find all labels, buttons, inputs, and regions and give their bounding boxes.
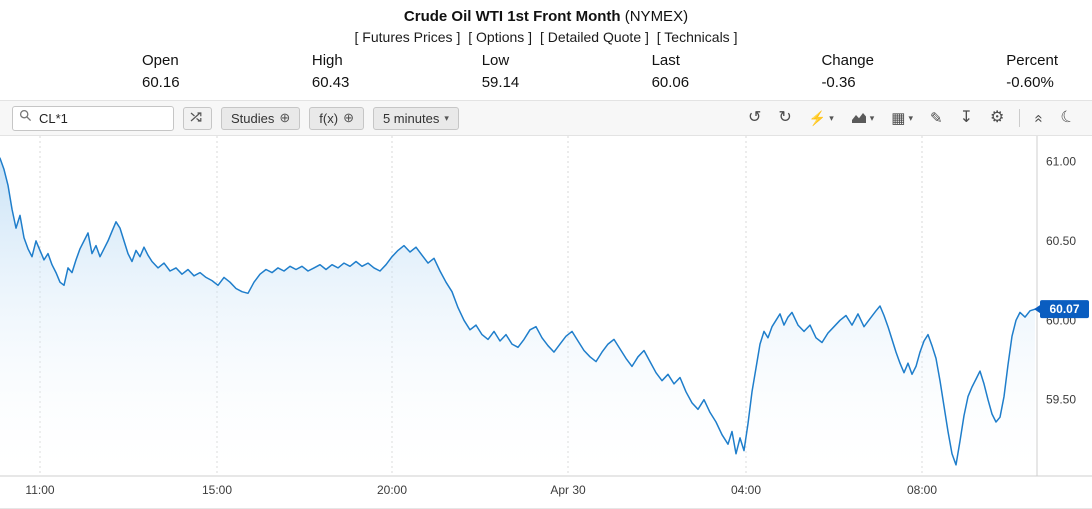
interval-label: 5 minutes — [382, 110, 440, 126]
quote-last: Last 60.06 — [652, 52, 690, 91]
plus-circle-icon: ⊕ — [279, 110, 291, 125]
fx-label: f(x) — [319, 110, 339, 126]
chevron-down-icon: ▾ — [869, 112, 875, 123]
quote-summary: Open 60.16 High 60.43 Low 59.14 Last 60.… — [0, 47, 1092, 100]
quote-high: High 60.43 — [312, 52, 350, 91]
svg-text:60.50: 60.50 — [1046, 234, 1076, 248]
chevron-down-icon: ▾ — [829, 112, 834, 123]
chevron-down-icon: ▾ — [444, 112, 449, 123]
collapse-icon: « — [1030, 113, 1048, 123]
link-options[interactable]: [ Options ] — [468, 29, 533, 45]
quote-header: Crude Oil WTI 1st Front Month (NYMEX) [ … — [0, 0, 1092, 100]
grid-icon: ▦ — [891, 109, 906, 127]
chart-type-dropdown[interactable]: ▾ — [846, 112, 880, 124]
svg-text:15:00: 15:00 — [202, 483, 232, 497]
high-label: High — [311, 52, 343, 69]
svg-text:11:00: 11:00 — [25, 483, 54, 497]
toolbar-divider — [1019, 109, 1021, 127]
theme-toggle-button[interactable]: ☾ — [1056, 107, 1080, 128]
last-label: Last — [651, 52, 680, 69]
quote-change: Change -0.36 — [821, 52, 874, 91]
high-value: 60.43 — [311, 74, 350, 91]
plus-circle-icon: ⊕ — [343, 110, 354, 125]
link-technicals[interactable]: [ Technicals ] — [656, 29, 738, 45]
link-detailed-quote[interactable]: [ Detailed Quote ] — [539, 29, 649, 45]
last-value: 60.06 — [651, 74, 690, 91]
quote-low: Low 59.14 — [482, 52, 520, 91]
redo-icon: ↻ — [778, 109, 792, 126]
svg-text:60.07: 60.07 — [1049, 302, 1079, 316]
undo-button[interactable]: ↺ — [743, 110, 766, 126]
instrument-name: Crude Oil WTI 1st Front Month — [403, 8, 621, 25]
page-title: Crude Oil WTI 1st Front Month (NYMEX) — [0, 8, 1092, 26]
toolbar-right-icons: ↺ ↻ ⚡ ▾ ▾ ▦ ▾ ✎ ↧ ⚙ — [743, 107, 1080, 128]
quote-nav-links: [ Futures Prices ] [ Options ] [ Detaile… — [0, 28, 1092, 47]
events-dropdown[interactable]: ⚡ ▾ — [804, 111, 839, 125]
symbol-search-box[interactable] — [12, 105, 174, 131]
undo-icon: ↺ — [747, 109, 762, 126]
search-icon — [19, 109, 32, 127]
draw-button[interactable]: ✎ — [925, 111, 948, 126]
download-button[interactable]: ↧ — [955, 110, 978, 126]
price-chart[interactable]: 61.00 60.50 60.00 59.50 11:00 15:00 20:00 Apr 3… — [0, 136, 1092, 509]
interval-dropdown[interactable]: 5 minutes ▾ — [372, 106, 459, 130]
moon-icon: ☾ — [1058, 107, 1078, 128]
area-chart-icon — [851, 112, 867, 124]
gear-icon: ⚙ — [989, 109, 1005, 126]
download-icon: ↧ — [959, 109, 973, 126]
symbol-input[interactable] — [37, 109, 153, 127]
studies-label: Studies — [231, 110, 275, 126]
low-label: Low — [481, 52, 510, 69]
svg-text:61.00: 61.00 — [1046, 154, 1076, 168]
compare-icon — [190, 111, 205, 126]
open-label: Open — [142, 52, 179, 69]
settings-button[interactable]: ⚙ — [985, 110, 1009, 126]
compare-button[interactable] — [183, 106, 212, 130]
pencil-icon: ✎ — [929, 109, 943, 127]
redo-button[interactable]: ↻ — [773, 110, 796, 126]
quote-open: Open 60.16 — [142, 52, 180, 91]
open-value: 60.16 — [142, 74, 180, 91]
change-label: Change — [821, 52, 874, 69]
svg-text:Apr 30: Apr 30 — [550, 483, 586, 497]
studies-button[interactable]: Studies ⊕ — [221, 106, 301, 130]
svg-text:20:00: 20:00 — [377, 483, 407, 497]
percent-label: Percent — [1006, 52, 1058, 69]
chart-toolbar: Studies ⊕ f(x) ⊕ 5 minutes ▾ ↺ ↻ ⚡ ▾ ▾ — [0, 100, 1092, 136]
exchange-name: (NYMEX) — [624, 8, 689, 25]
quote-percent: Percent -0.60% — [1006, 52, 1058, 91]
collapse-toolbar-button[interactable]: « — [1030, 111, 1048, 126]
svg-text:08:00: 08:00 — [907, 483, 937, 497]
change-value: -0.36 — [821, 74, 856, 91]
display-options-dropdown[interactable]: ▦ ▾ — [886, 111, 918, 126]
svg-text:59.50: 59.50 — [1046, 393, 1076, 407]
fx-button[interactable]: f(x) ⊕ — [309, 106, 364, 130]
chevron-down-icon: ▾ — [908, 112, 913, 123]
link-futures-prices[interactable]: [ Futures Prices ] — [354, 29, 461, 45]
low-value: 59.14 — [481, 74, 520, 91]
svg-text:04:00: 04:00 — [731, 483, 761, 497]
lightning-icon: ⚡ — [808, 110, 827, 126]
percent-value: -0.60% — [1006, 74, 1054, 91]
